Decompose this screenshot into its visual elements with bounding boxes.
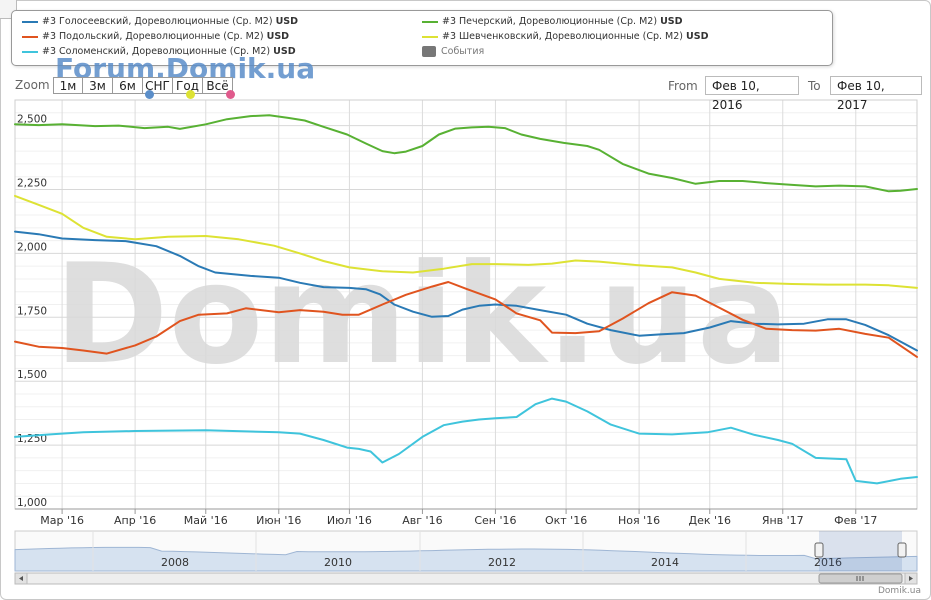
legend-label: #3 Соломенский, Дореволюционные (Ср. M2) bbox=[42, 46, 271, 57]
legend-item-shevchenkovsky[interactable]: #3 Шевченковский, Дореволюционные (Ср. M… bbox=[422, 30, 708, 44]
y-tick-label: 1,000 bbox=[17, 497, 47, 509]
legend-item-events[interactable]: События bbox=[422, 45, 484, 59]
x-tick-label: Окт '16 bbox=[545, 514, 587, 527]
legend-events-label: События bbox=[441, 46, 485, 57]
y-tick-label: 2,250 bbox=[17, 177, 47, 189]
x-tick-label: Мар '16 bbox=[40, 514, 84, 527]
x-tick-label: Ноя '16 bbox=[618, 514, 660, 527]
zoom-ytd-button[interactable]: СНГ bbox=[142, 77, 173, 94]
x-tick-label: Авг '16 bbox=[402, 514, 442, 527]
x-tick-label: Дек '16 bbox=[688, 514, 731, 527]
navigator-year-label: 2014 bbox=[651, 556, 679, 569]
legend-unit: USD bbox=[273, 46, 296, 57]
legend-unit: USD bbox=[660, 16, 683, 27]
x-tick-label: Сен '16 bbox=[474, 514, 516, 527]
legend: #3 Голосеевский, Дореволюционные (Ср. M2… bbox=[11, 10, 833, 66]
zoom-1m-button[interactable]: 1м bbox=[53, 77, 83, 94]
legend-swatch bbox=[22, 20, 38, 23]
zoom-label: Zoom bbox=[15, 78, 50, 92]
legend-item-goloseevsky[interactable]: #3 Голосеевский, Дореволюционные (Ср. M2… bbox=[22, 15, 298, 29]
range-from-input[interactable]: Фев 10, 2016 bbox=[705, 76, 799, 112]
navigator-right-handle[interactable] bbox=[897, 542, 907, 558]
navigator-year-label: 2016 bbox=[814, 556, 842, 569]
navigator-year-label: 2010 bbox=[324, 556, 352, 569]
range-to-input[interactable]: Фев 10, 2017 bbox=[830, 76, 922, 112]
zoom-6m-button[interactable]: 6м bbox=[112, 77, 143, 94]
zoom-dot-yellow bbox=[186, 90, 195, 99]
zoom-all-button[interactable]: Всё bbox=[202, 77, 233, 94]
y-tick-label: 1,500 bbox=[17, 369, 47, 381]
navigator-year-label: 2008 bbox=[161, 556, 189, 569]
legend-swatch bbox=[422, 20, 438, 23]
legend-item-pechersky[interactable]: #3 Печерский, Дореволюционные (Ср. M2) U… bbox=[422, 15, 683, 29]
y-tick-label: 2,500 bbox=[17, 114, 47, 126]
series-line-1[interactable] bbox=[14, 194, 918, 289]
x-tick-label: Июл '16 bbox=[327, 514, 372, 527]
x-tick-label: Май '16 bbox=[184, 514, 228, 527]
series-line-3[interactable] bbox=[14, 281, 918, 358]
scroll-right-arrow-icon bbox=[909, 576, 913, 581]
range-to-label: To bbox=[808, 79, 821, 93]
legend-swatch bbox=[22, 50, 38, 53]
zoom-dot-blue bbox=[145, 90, 154, 99]
navigator-year-label: 2012 bbox=[488, 556, 516, 569]
y-tick-label: 2,000 bbox=[17, 241, 47, 253]
zoom-dot-pink bbox=[226, 90, 235, 99]
legend-item-podolsky[interactable]: #3 Подольский, Дореволюционные (Ср. M2) … bbox=[22, 30, 289, 44]
legend-label: #3 Голосеевский, Дореволюционные (Ср. M2… bbox=[42, 16, 273, 27]
legend-label: #3 Шевченковский, Дореволюционные (Ср. M… bbox=[442, 31, 683, 42]
range-from-label: From bbox=[668, 79, 698, 93]
y-tick-label: 1,750 bbox=[17, 305, 47, 317]
legend-unit: USD bbox=[266, 31, 290, 42]
x-tick-label: Апр '16 bbox=[114, 514, 156, 527]
scrollbar-track[interactable] bbox=[14, 572, 918, 585]
x-tick-label: Фев '17 bbox=[834, 514, 877, 527]
legend-item-solomensky[interactable]: #3 Соломенский, Дореволюционные (Ср. M2)… bbox=[22, 45, 296, 59]
legend-unit: USD bbox=[275, 16, 299, 27]
zoom-3m-button[interactable]: 3м bbox=[82, 77, 113, 94]
navigator-selected-range[interactable] bbox=[819, 531, 902, 571]
x-tick-label: Июн '16 bbox=[256, 514, 301, 527]
legend-unit: USD bbox=[686, 31, 709, 42]
legend-label: #3 Подольский, Дореволюционные (Ср. M2) bbox=[42, 31, 264, 42]
events-swatch bbox=[422, 46, 436, 57]
credit-link[interactable]: Domik.ua bbox=[878, 586, 921, 596]
series-line-0[interactable] bbox=[14, 114, 918, 193]
navigator-series bbox=[14, 546, 918, 572]
navigator-left-handle[interactable] bbox=[814, 542, 824, 558]
scroll-left-arrow-icon bbox=[19, 576, 23, 581]
legend-label: #3 Печерский, Дореволюционные (Ср. M2) bbox=[442, 16, 658, 27]
legend-swatch bbox=[422, 35, 438, 38]
series-line-4[interactable] bbox=[14, 397, 918, 485]
legend-swatch bbox=[22, 35, 38, 38]
series-line-2[interactable] bbox=[14, 230, 918, 352]
x-tick-label: Янв '17 bbox=[762, 514, 804, 527]
